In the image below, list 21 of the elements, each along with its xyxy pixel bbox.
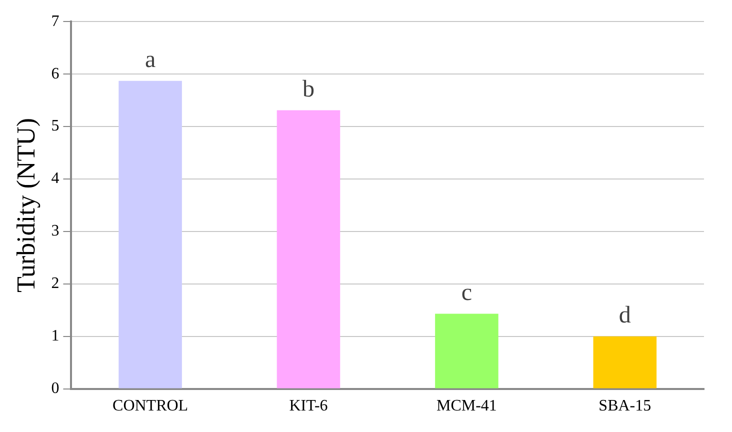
bar [276, 110, 340, 388]
bar [593, 336, 657, 388]
y-tick-label: 4 [51, 170, 60, 188]
annotation: a [144, 47, 156, 74]
x-tick-label: KIT-6 [289, 398, 328, 415]
y-tick-label: 2 [51, 275, 60, 292]
x-tick-label: MCM-41 [436, 398, 497, 415]
y-tick-label: 5 [51, 118, 60, 135]
x-tick-label: SBA-15 [598, 398, 652, 415]
y-tick-label: 7 [51, 12, 60, 30]
x-tick-label: CONTROL [112, 398, 188, 415]
bar [435, 314, 498, 388]
annotation: c [461, 280, 472, 306]
y-tick-label: 0 [51, 380, 60, 398]
y-tick-label: 1 [51, 328, 60, 345]
y-axis-title: Turbidity (NTU) [11, 118, 40, 292]
y-tick-label: 6 [51, 65, 60, 82]
annotation: b [302, 76, 314, 103]
bar [118, 80, 182, 388]
y-tick-label: 3 [51, 222, 60, 240]
annotation: d [618, 302, 631, 329]
